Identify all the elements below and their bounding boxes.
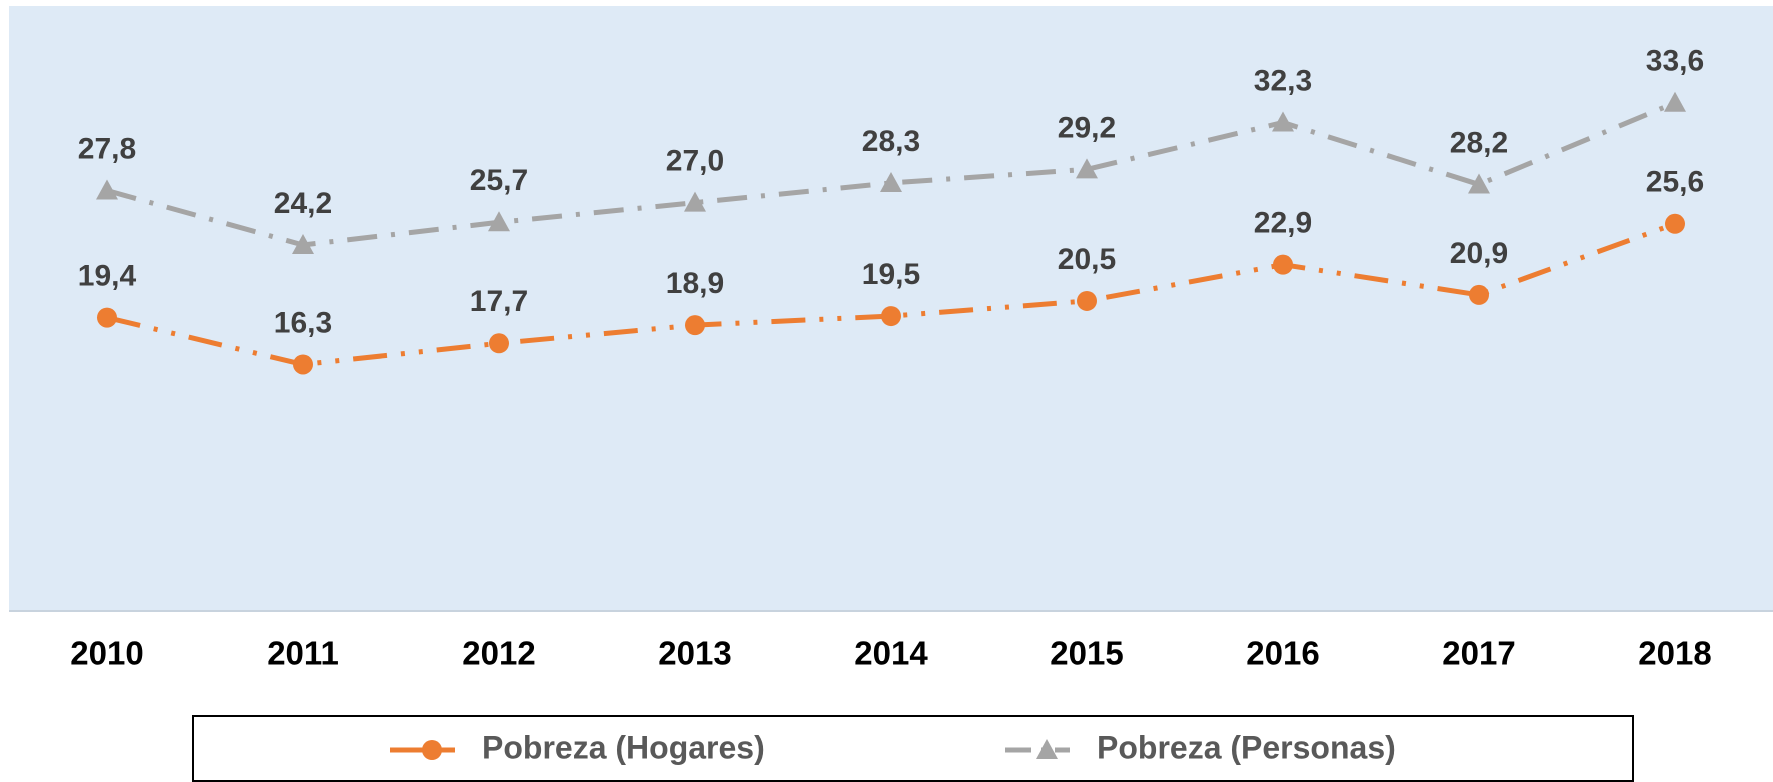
- data-label: 25,6: [1646, 166, 1704, 199]
- x-tick-label: 2010: [70, 635, 143, 672]
- legend-marker: [1036, 739, 1058, 759]
- point-marker: [292, 233, 314, 254]
- data-label: 28,3: [862, 125, 920, 158]
- legend-marker: [422, 740, 442, 760]
- x-tick-label: 2011: [267, 635, 339, 672]
- point-marker: [489, 333, 509, 354]
- series-line: [106, 221, 1676, 367]
- point-marker: [1273, 254, 1293, 275]
- x-tick-label: 2012: [462, 635, 535, 672]
- point-marker: [1077, 290, 1097, 311]
- point-marker: [1468, 173, 1490, 194]
- point-marker: [488, 211, 510, 232]
- data-label: 18,9: [666, 267, 724, 300]
- x-tick-label: 2016: [1246, 635, 1319, 672]
- point-marker: [1469, 284, 1489, 305]
- data-label: 22,9: [1254, 207, 1312, 240]
- data-label: 33,6: [1646, 45, 1704, 78]
- point-marker: [1665, 213, 1685, 234]
- point-marker: [1272, 111, 1294, 132]
- point-marker: [881, 306, 901, 327]
- data-label: 29,2: [1058, 111, 1116, 144]
- data-label: 17,7: [470, 285, 528, 318]
- data-label: 27,8: [78, 132, 136, 165]
- x-tick-label: 2015: [1050, 635, 1123, 672]
- x-tick-label: 2014: [854, 635, 928, 672]
- data-label: 20,5: [1058, 243, 1116, 276]
- series-line: [106, 100, 1676, 248]
- point-marker: [880, 171, 902, 192]
- x-tick-label: 2018: [1638, 635, 1711, 672]
- legend-label: Pobreza (Hogares): [482, 729, 765, 765]
- point-marker: [685, 315, 705, 336]
- point-marker: [293, 354, 313, 375]
- point-marker: [1076, 158, 1098, 179]
- data-label: 19,5: [862, 258, 920, 291]
- point-marker: [684, 191, 706, 212]
- point-marker: [96, 179, 118, 200]
- data-label: 27,0: [666, 145, 724, 178]
- point-marker: [1664, 91, 1686, 112]
- point-marker: [97, 307, 117, 328]
- x-tick-label: 2017: [1442, 635, 1515, 672]
- data-label: 28,2: [1450, 126, 1508, 159]
- data-label: 32,3: [1254, 64, 1312, 97]
- legend-label: Pobreza (Personas): [1097, 729, 1396, 765]
- x-tick-label: 2013: [658, 635, 731, 672]
- data-label: 25,7: [470, 164, 528, 197]
- data-label: 19,4: [78, 259, 137, 292]
- data-label: 24,2: [274, 187, 332, 220]
- data-label: 20,9: [1450, 237, 1508, 270]
- data-label: 16,3: [274, 306, 332, 339]
